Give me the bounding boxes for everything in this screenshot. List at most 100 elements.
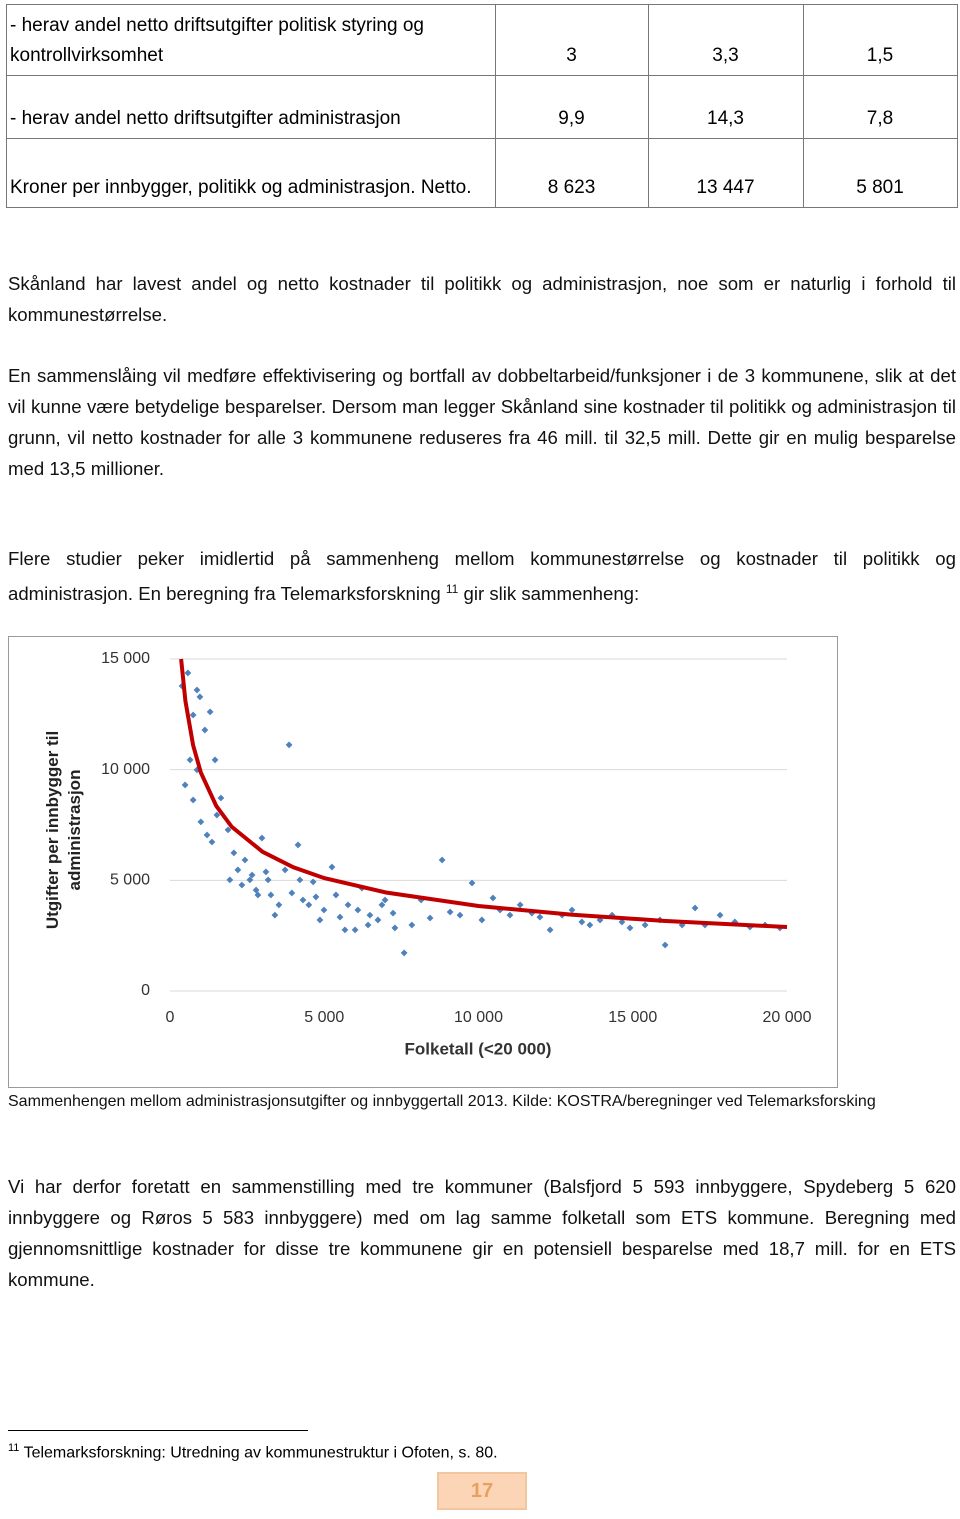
table-row: Kroner per innbygger, politikk og admini…	[6, 138, 958, 208]
footnote-number: 11	[8, 1442, 20, 1454]
data-point	[568, 906, 576, 914]
data-point	[536, 913, 544, 921]
data-point	[312, 893, 320, 901]
table-row: - herav andel netto driftsutgifter admin…	[6, 75, 958, 139]
data-point	[408, 921, 416, 929]
data-point	[661, 941, 669, 949]
data-point	[197, 818, 205, 826]
footnote-ref: 11	[445, 582, 459, 596]
data-point	[516, 901, 524, 909]
data-point	[246, 876, 254, 884]
data-point	[296, 876, 304, 884]
data-point	[211, 756, 219, 764]
data-point	[354, 906, 362, 914]
data-point	[364, 921, 372, 929]
data-point	[351, 926, 359, 934]
data-point	[456, 911, 464, 919]
data-point	[578, 918, 586, 926]
y-tick-label: 15 000	[101, 650, 150, 667]
y-tick-label: 0	[141, 982, 150, 999]
data-point	[366, 911, 374, 919]
table-cell: 7,8	[803, 75, 958, 139]
data-point	[305, 901, 313, 909]
text: gir slik sammenheng:	[458, 583, 640, 605]
footnote: 11 Telemarksforskning: Utredning av komm…	[8, 1442, 498, 1462]
data-point	[344, 901, 352, 909]
table-body: - herav andel netto driftsutgifter polit…	[6, 4, 958, 208]
caption: Sammenhengen mellom administrasjonsutgif…	[8, 1093, 876, 1110]
data-point	[506, 911, 514, 919]
data-point	[691, 904, 699, 912]
data-point	[294, 841, 302, 849]
data-point	[391, 924, 399, 932]
data-point	[316, 916, 324, 924]
x-tick-label: 10 000	[454, 1009, 503, 1026]
chart: 0 5 000 10 000 15 000 0 5 000 10 000 15 000 20 0…	[101, 650, 812, 1058]
data-point	[203, 831, 211, 839]
table-cell: 14,3	[648, 75, 804, 139]
data-point	[189, 796, 197, 804]
data-point	[426, 914, 434, 922]
data-point	[328, 863, 336, 871]
data-point	[201, 726, 209, 734]
data-point	[208, 838, 216, 846]
data-point	[275, 901, 283, 909]
data-point	[281, 866, 289, 874]
data-point	[285, 741, 293, 749]
data-point	[189, 711, 197, 719]
table-cell: 1,5	[803, 4, 958, 76]
table-cell: 5 801	[803, 138, 958, 208]
data-point	[389, 909, 397, 917]
y-axis-title: Utgifter per innbygger til administrasjo…	[43, 730, 84, 930]
data-point	[309, 878, 317, 886]
y-tick-label: 5 000	[110, 872, 150, 889]
x-tick-label: 15 000	[608, 1009, 657, 1026]
paragraph: En sammenslåing vil medføre effektiviser…	[8, 365, 956, 479]
x-tick-label: 20 000	[763, 1009, 812, 1026]
data-point	[438, 856, 446, 864]
data-point	[193, 686, 201, 694]
data-point	[446, 908, 454, 916]
data-point	[374, 916, 382, 924]
data-point	[258, 834, 266, 842]
data-point	[716, 911, 724, 919]
data-point	[264, 876, 272, 884]
table-cell: 9,9	[495, 75, 649, 139]
table-cell: 3	[495, 4, 649, 76]
data-point	[320, 906, 328, 914]
data-point	[184, 669, 192, 677]
footnote-text: Telemarksforskning: Utredning av kommune…	[23, 1444, 498, 1462]
data-point	[248, 871, 256, 879]
data-point	[271, 911, 279, 919]
y-tick-label: 10 000	[101, 761, 150, 778]
data-point	[230, 849, 238, 857]
data-point	[641, 921, 649, 929]
page-number: 17	[437, 1472, 527, 1510]
data-point	[288, 889, 296, 897]
paragraph: Skånland har lavest andel og netto kostn…	[8, 273, 956, 325]
trend-line	[179, 658, 788, 930]
x-tick-label: 5 000	[304, 1009, 344, 1026]
data-point	[489, 894, 497, 902]
data-point	[341, 926, 349, 934]
table-cell: Kroner per innbygger, politikk og admini…	[6, 138, 496, 208]
data-point	[241, 856, 249, 864]
chart-frame	[8, 636, 838, 1088]
data-point	[213, 811, 221, 819]
table-cell: 13 447	[648, 138, 804, 208]
footnote-rule	[8, 1430, 308, 1431]
x-tick-label: 0	[166, 1009, 175, 1026]
data-point	[217, 794, 225, 802]
data-point	[267, 891, 275, 899]
data-point	[586, 921, 594, 929]
x-axis-title: Folketall (<20 000)	[405, 1039, 552, 1058]
table-cell: 3,3	[648, 4, 804, 76]
table-cell: - herav andel netto driftsutgifter polit…	[6, 4, 496, 76]
data-point	[206, 708, 214, 716]
data-point	[332, 891, 340, 899]
data-point	[238, 881, 246, 889]
data-point	[626, 924, 634, 932]
data-point	[299, 896, 307, 904]
data-point	[181, 781, 189, 789]
